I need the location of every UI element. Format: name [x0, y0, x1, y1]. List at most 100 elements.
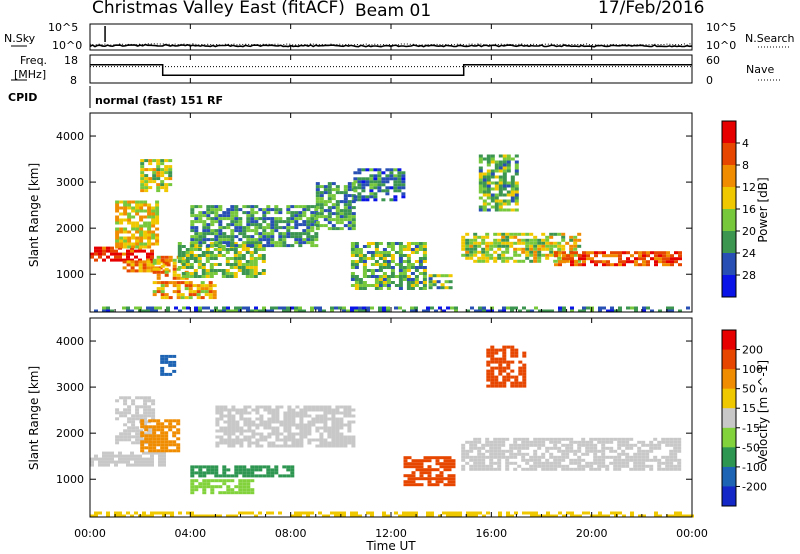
heatmap-cell [142, 309, 146, 313]
heatmap-cell [327, 429, 332, 433]
heatmap-cell [190, 238, 195, 242]
heatmap-cell [311, 420, 316, 424]
heatmap-cell [549, 452, 554, 456]
heatmap-cell [299, 441, 304, 445]
heatmap-cell [486, 309, 490, 313]
heatmap-cell [498, 384, 503, 388]
heatmap-cell [510, 514, 514, 518]
heatmap-cell [243, 429, 248, 433]
heatmap-cell [270, 471, 275, 475]
heatmap-cell [258, 474, 263, 478]
heatmap-cell [601, 455, 606, 459]
heatmap-cell [138, 460, 142, 464]
heatmap-cell [205, 251, 210, 254]
heatmap-cell [382, 284, 387, 287]
heatmap-cell [343, 206, 348, 210]
heatmap-cell [546, 309, 550, 313]
heatmap-cell [382, 251, 387, 254]
heatmap-cell [354, 266, 359, 269]
heatmap-cell [357, 180, 362, 184]
heatmap-cell [501, 241, 506, 245]
heatmap-cell [257, 272, 262, 275]
heatmap-cell [497, 467, 502, 471]
heatmap-cell [386, 251, 391, 254]
heatmap-cell [307, 429, 312, 433]
heatmap-cell [327, 197, 332, 201]
heatmap-cell [160, 168, 165, 172]
heatmap-cell [501, 259, 506, 263]
heatmap-cell [255, 411, 260, 415]
heatmap-cell [134, 269, 139, 273]
heatmap-cell [577, 440, 582, 444]
heatmap-cell [343, 438, 348, 442]
heatmap-cell [210, 232, 215, 236]
heatmap-cell [250, 223, 255, 227]
heatmap-cell [319, 197, 324, 201]
heatmap-cell [168, 422, 173, 426]
heatmap-cell [566, 257, 570, 261]
heatmap-cell [510, 351, 515, 355]
heatmap-cell [465, 461, 470, 465]
heatmap-cell [666, 251, 670, 255]
heatmap-cell [310, 211, 315, 215]
heatmap-cell [115, 411, 120, 415]
heatmap-cell [182, 306, 186, 310]
heatmap-cell [143, 399, 148, 403]
heatmap-cell [517, 437, 522, 441]
heatmap-cell [521, 467, 526, 471]
heatmap-cell [545, 446, 550, 450]
heatmap-cell [374, 251, 379, 254]
heatmap-cell [402, 514, 406, 518]
heatmap-cell [406, 257, 411, 260]
heatmap-cell [127, 230, 132, 234]
heatmap-cell [250, 471, 255, 475]
heatmap-cell [306, 514, 310, 518]
heatmap-cell [427, 477, 432, 481]
heatmap-cell [347, 194, 352, 198]
heatmap-cell [156, 189, 161, 193]
heatmap-cell [454, 514, 458, 518]
heatmap-cell [144, 440, 149, 444]
heatmap-cell [581, 443, 586, 447]
heatmap-cell [401, 195, 406, 199]
heatmap-cell [574, 251, 578, 255]
heatmap-cell [291, 435, 296, 439]
heatmap-cell [210, 238, 215, 242]
heatmap-cell [261, 248, 266, 251]
colorbar-swatch [722, 330, 736, 351]
heatmap-cell [447, 465, 452, 469]
heatmap-cell [323, 444, 328, 448]
heatmap-cell [458, 514, 462, 518]
heatmap-cell [233, 275, 238, 278]
heatmap-cell [598, 514, 602, 518]
heatmap-cell [90, 463, 94, 467]
heatmap-cell [478, 154, 483, 158]
heatmap-cell [214, 217, 219, 221]
heatmap-cell [339, 441, 344, 445]
heatmap-cell [581, 464, 586, 468]
heatmap-cell [390, 272, 395, 275]
heatmap-cell [609, 437, 614, 441]
colorbar-tick-label: -200 [742, 480, 767, 493]
heatmap-cell [266, 468, 271, 472]
heatmap-cell [606, 309, 610, 313]
heatmap-cell [374, 284, 379, 287]
heatmap-cell [267, 411, 272, 415]
heatmap-cell [534, 511, 538, 515]
heatmap-cell [617, 455, 622, 459]
heatmap-cell [262, 208, 267, 212]
heatmap-cell [106, 460, 110, 464]
heatmap-cell [570, 254, 574, 258]
heatmap-cell [361, 189, 366, 193]
heatmap-cell [150, 451, 154, 455]
heatmap-cell [378, 263, 383, 266]
heatmap-cell [482, 199, 487, 203]
heatmap-cell [184, 281, 189, 285]
heatmap-cell [444, 280, 449, 284]
heatmap-cell [397, 186, 402, 190]
heatmap-cell [447, 459, 452, 463]
heatmap-cell [406, 266, 411, 269]
heatmap-cell [414, 251, 419, 254]
heatmap-cell [218, 238, 223, 242]
heatmap-cell [238, 306, 242, 310]
